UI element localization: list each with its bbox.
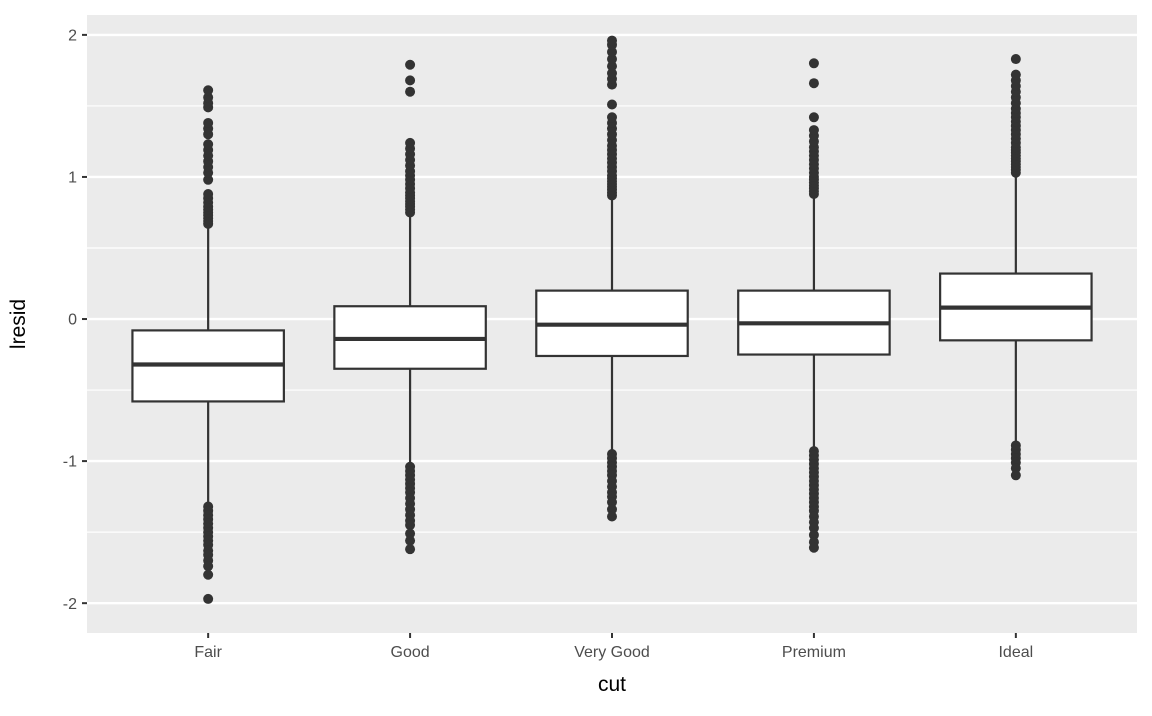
outlier-point [607, 35, 617, 46]
boxplot-series [131, 35, 1093, 604]
outlier-point [405, 544, 416, 555]
x-axis-title: cut [598, 673, 626, 696]
outlier-point [607, 504, 617, 515]
outlier-point [808, 125, 819, 136]
outlier-point [808, 529, 819, 540]
outlier-point [607, 112, 617, 123]
outlier-point [405, 528, 416, 539]
outlier-point [1010, 463, 1021, 474]
x-tick-label-fair: Fair [194, 644, 222, 661]
outlier-point [607, 68, 617, 79]
outlier-point [808, 58, 819, 69]
outlier-point [405, 137, 416, 148]
box-ideal [939, 54, 1093, 481]
outlier-point [607, 61, 617, 72]
outlier-point [607, 511, 617, 522]
outlier-point [1010, 470, 1021, 481]
outlier-point [203, 92, 214, 103]
axes: -2 -1 0 1 2 Fair Good Very Good Premium Ideal [63, 27, 1033, 661]
outlier-point [808, 112, 819, 123]
x-tick-label-very-good: Very Good [574, 644, 650, 661]
y-axis-title: lresid [7, 299, 30, 349]
outlier-point [808, 522, 819, 533]
outlier-point [1010, 54, 1021, 65]
outlier-point [203, 561, 214, 572]
box-good [333, 59, 487, 555]
y-tick-label: -2 [63, 596, 77, 613]
outlier-point [808, 78, 819, 89]
y-tick-label: 2 [68, 27, 77, 44]
outlier-point [1010, 69, 1021, 80]
outlier-point [405, 535, 416, 546]
outlier-point [607, 99, 617, 110]
outlier-point [203, 85, 214, 96]
outlier-point [405, 59, 416, 70]
x-tick-label-premium: Premium [782, 644, 846, 661]
outlier-point [203, 117, 214, 128]
y-tick-label: -1 [63, 454, 77, 471]
outlier-point [203, 189, 214, 200]
outlier-point [203, 174, 214, 185]
x-tick-label-ideal: Ideal [998, 644, 1033, 661]
outlier-point [607, 46, 617, 57]
outlier-point [607, 54, 617, 65]
outlier-point [808, 542, 819, 553]
outlier-point [405, 75, 416, 86]
y-tick-label: 0 [68, 312, 77, 329]
y-tick-label: 1 [68, 170, 77, 187]
outlier-point [405, 520, 416, 531]
outlier-point [203, 569, 214, 580]
box-fair [131, 85, 285, 604]
outlier-point [405, 86, 416, 97]
box-premium [737, 58, 891, 553]
outlier-point [203, 593, 214, 604]
box-very-good [535, 35, 689, 522]
outlier-point [607, 497, 617, 508]
outlier-point [203, 139, 214, 150]
x-tick-label-good: Good [391, 644, 430, 661]
